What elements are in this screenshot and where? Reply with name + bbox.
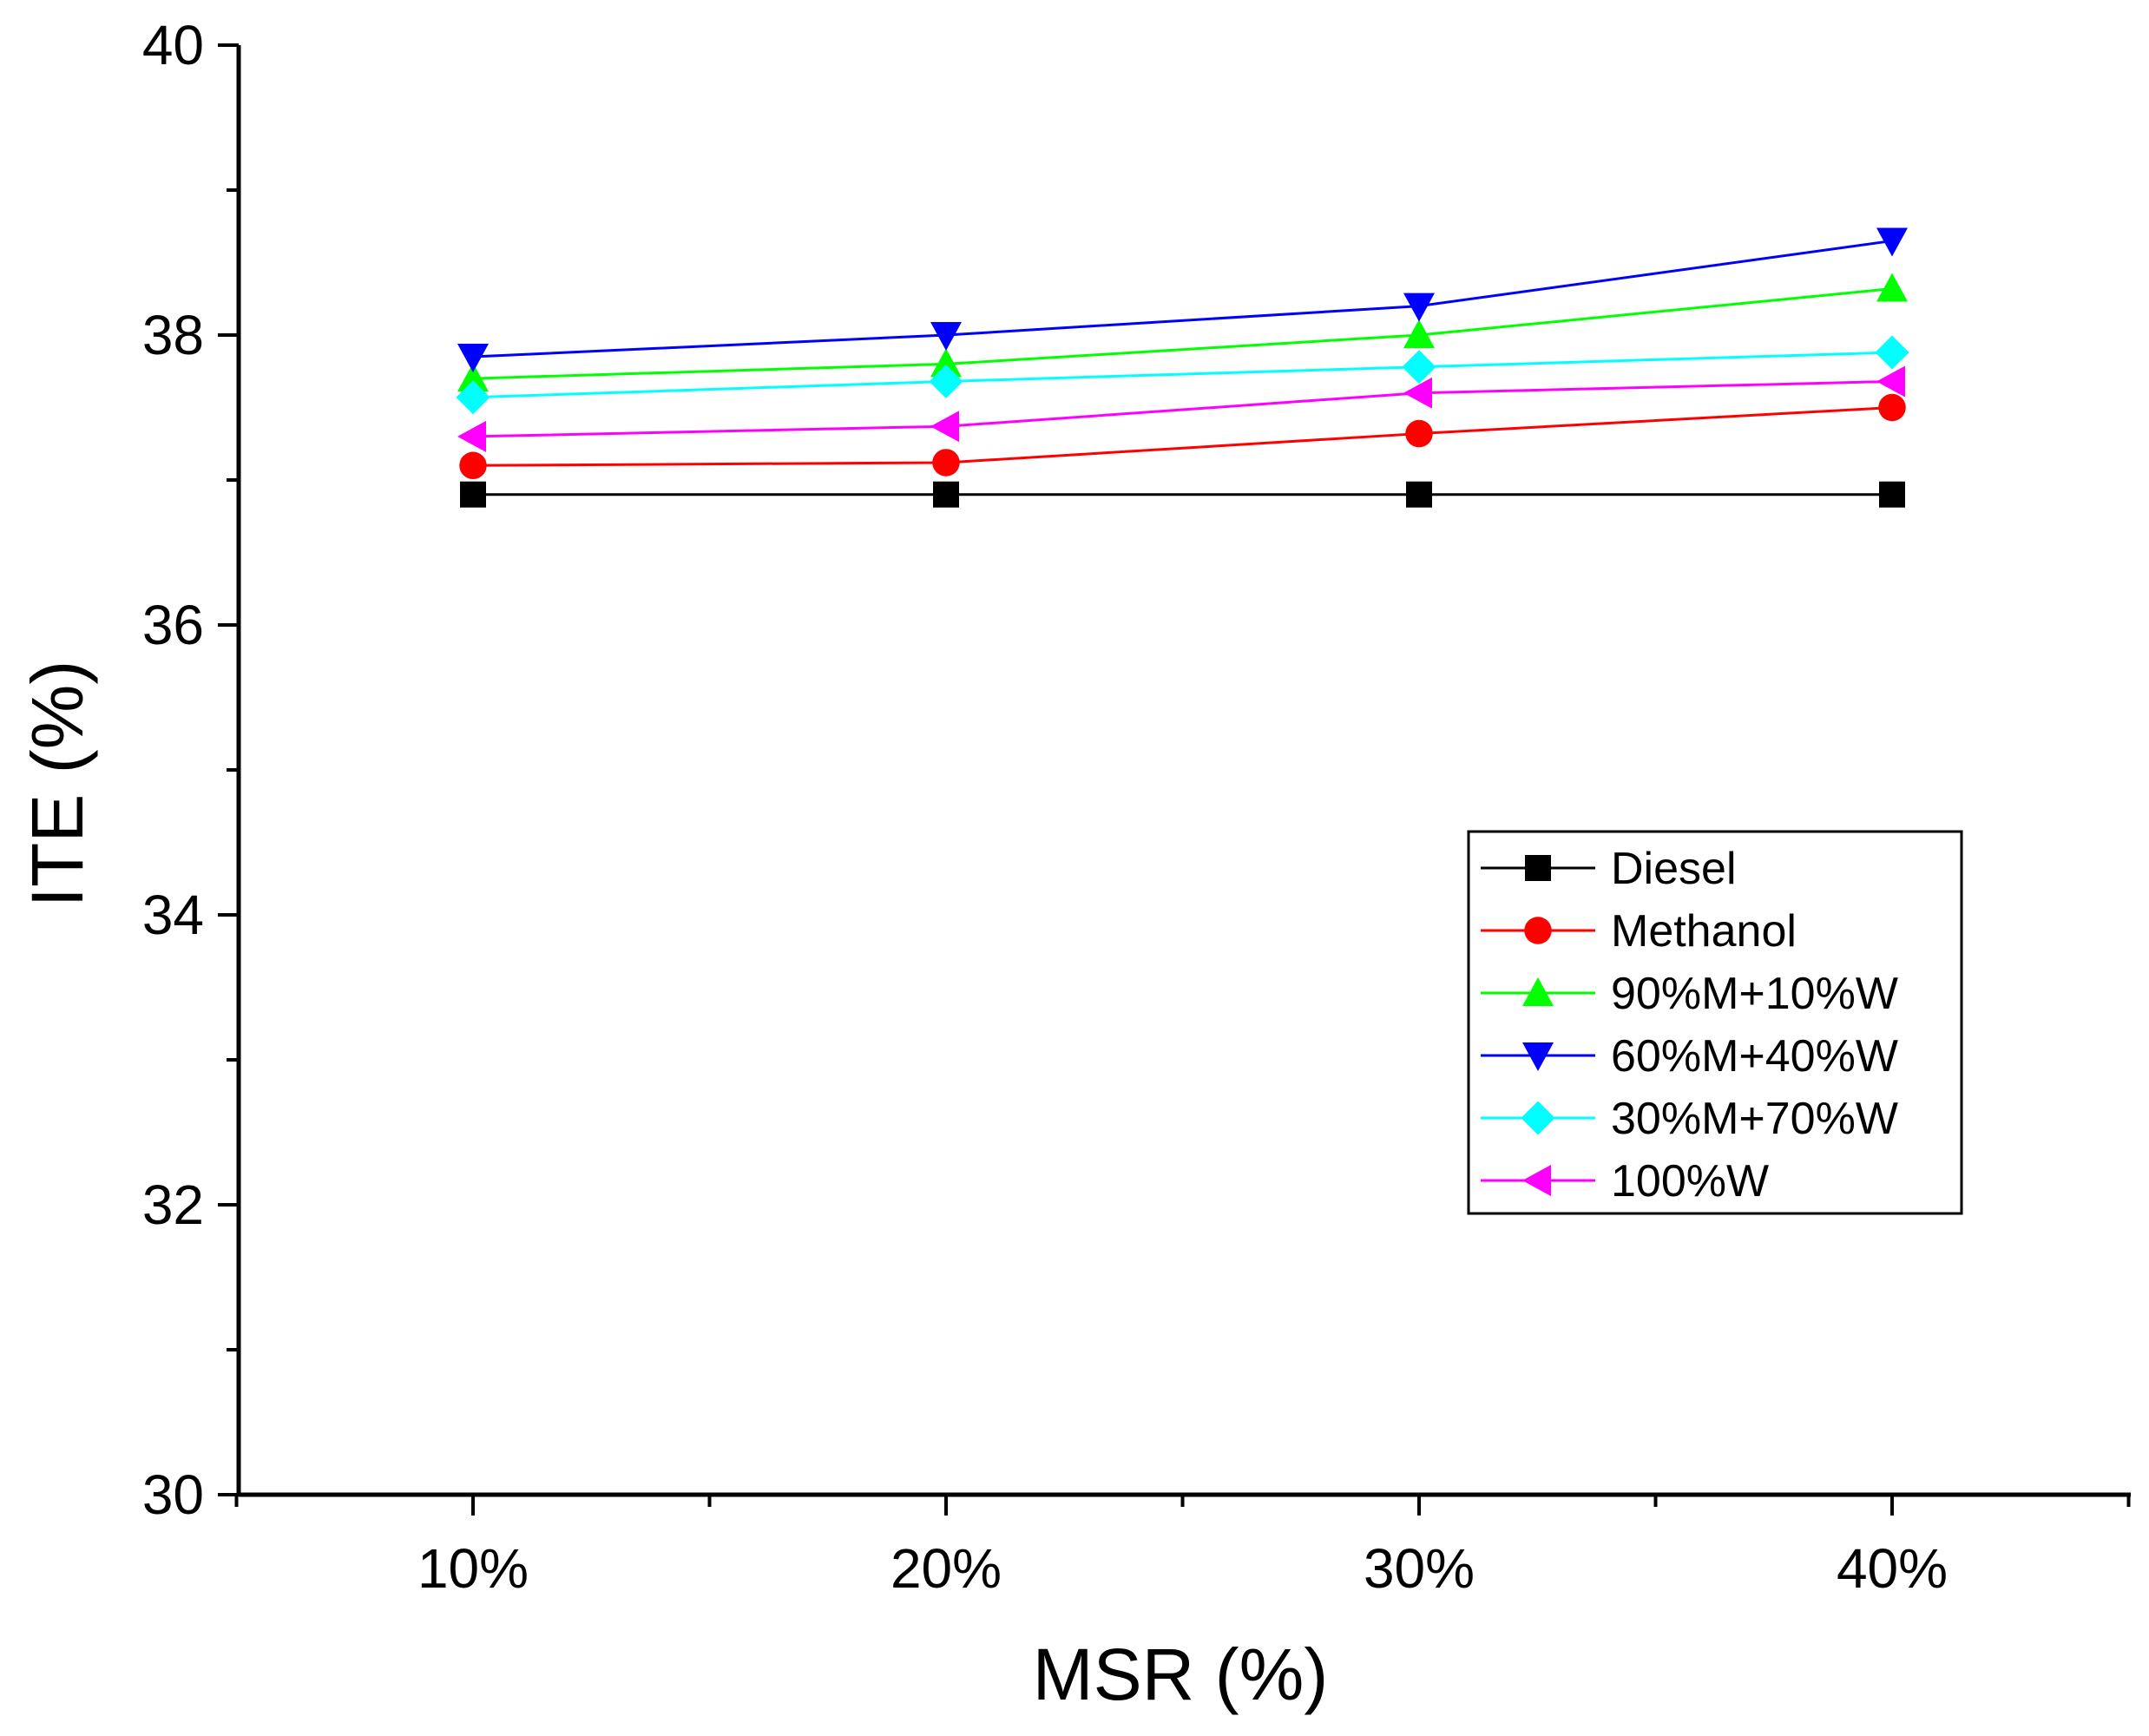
y-tick-label: 36 bbox=[142, 594, 204, 656]
series-100%W bbox=[457, 365, 1905, 452]
x-tick-label: 30% bbox=[1364, 1537, 1475, 1600]
data-point bbox=[1402, 350, 1436, 385]
legend-marker bbox=[1522, 1165, 1551, 1196]
series-60%M+40%W bbox=[457, 227, 1908, 373]
data-point bbox=[1406, 481, 1432, 508]
legend-entry: 90%M+10%W bbox=[1481, 969, 1898, 1019]
y-tick-label: 38 bbox=[142, 304, 204, 366]
series-90%M+10%W bbox=[457, 273, 1908, 392]
data-point bbox=[456, 380, 490, 415]
legend-entry: Methanol bbox=[1481, 906, 1797, 957]
y-axis-title: ITE (%) bbox=[16, 661, 98, 908]
data-point bbox=[1405, 419, 1433, 448]
data-point bbox=[1403, 293, 1435, 322]
legend-entry: 30%M+70%W bbox=[1481, 1094, 1898, 1144]
legend-marker bbox=[1525, 855, 1551, 881]
x-tick-label: 20% bbox=[890, 1537, 1002, 1600]
legend-label: 100%W bbox=[1611, 1156, 1769, 1207]
legend-marker bbox=[1521, 1101, 1555, 1135]
legend-label: 90%M+10%W bbox=[1611, 969, 1898, 1019]
data-point bbox=[1876, 273, 1908, 302]
data-point bbox=[1879, 481, 1905, 508]
data-point bbox=[457, 344, 489, 373]
data-point bbox=[1876, 365, 1905, 398]
data-point bbox=[1403, 319, 1435, 348]
data-point bbox=[1878, 393, 1906, 422]
series-line bbox=[472, 379, 1893, 438]
series-Methanol bbox=[459, 393, 1906, 480]
data-point bbox=[1403, 377, 1432, 409]
data-point bbox=[930, 322, 962, 351]
legend-entry: 60%M+40%W bbox=[1481, 1031, 1898, 1082]
legend: Diesel Methanol 90%M+10%W 60%M+40%W 30%M+70%… bbox=[1467, 830, 1963, 1215]
legend-marker bbox=[1524, 917, 1552, 944]
y-tick-label: 32 bbox=[142, 1174, 204, 1236]
y-tick-label: 30 bbox=[142, 1463, 204, 1526]
legend-label: Diesel bbox=[1611, 844, 1737, 894]
legend-box bbox=[1467, 830, 1963, 1215]
series-line bbox=[472, 406, 1893, 467]
legend-marker bbox=[1522, 1042, 1554, 1071]
legend-entry: Diesel bbox=[1481, 844, 1737, 894]
legend-label: Methanol bbox=[1611, 906, 1797, 957]
data-point bbox=[1875, 335, 1909, 370]
data-point bbox=[929, 364, 963, 398]
series-30%M+70%W bbox=[456, 335, 1909, 415]
series-line bbox=[472, 239, 1893, 358]
series-line bbox=[472, 287, 1893, 380]
data-point bbox=[1876, 227, 1908, 257]
series-layer bbox=[456, 227, 1909, 508]
series-Diesel bbox=[460, 481, 1905, 508]
data-point bbox=[457, 420, 486, 452]
data-point bbox=[457, 363, 489, 392]
data-point bbox=[930, 411, 959, 443]
x-tick-label: 40% bbox=[1837, 1537, 1948, 1600]
x-axis-title: MSR (%) bbox=[1033, 1634, 1329, 1715]
legend-marker bbox=[1522, 977, 1554, 1006]
y-tick-label: 40 bbox=[142, 14, 204, 76]
data-point bbox=[932, 449, 960, 477]
axes bbox=[236, 45, 2131, 1497]
y-tick-label: 34 bbox=[142, 884, 204, 946]
series-line bbox=[472, 351, 1893, 399]
legend-label: 30%M+70%W bbox=[1611, 1094, 1898, 1144]
data-point bbox=[930, 348, 962, 378]
data-point bbox=[933, 481, 959, 508]
ticks: 30 32 34 36 38 40 10% 20% 30% 40% bbox=[142, 14, 2131, 1600]
data-point bbox=[460, 481, 486, 508]
data-point bbox=[459, 451, 487, 480]
legend-entry: 100%W bbox=[1481, 1156, 1769, 1207]
legend-label: 60%M+40%W bbox=[1611, 1031, 1898, 1082]
x-tick-label: 10% bbox=[417, 1537, 529, 1600]
